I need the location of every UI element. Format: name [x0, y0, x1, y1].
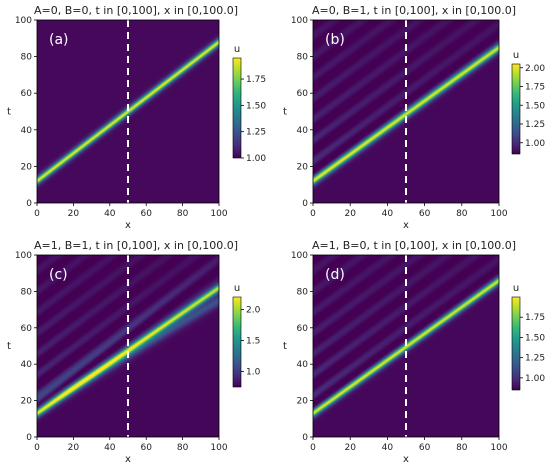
y-tick-label: 20	[21, 397, 33, 407]
x-axis-label: x	[125, 220, 131, 231]
y-tick-label: 100	[15, 251, 32, 261]
colorbar-label: u	[513, 50, 519, 61]
x-tick-label: 80	[177, 209, 189, 219]
y-axis-label: t	[283, 107, 287, 118]
colorbar	[511, 63, 521, 155]
panel-b: A=0, B=1, t in [0,100], x in [0,100.0] (b…	[283, 4, 545, 231]
x-tick-label: 100	[490, 209, 507, 219]
colorbar-tick-label: 1.25	[246, 128, 266, 138]
colorbar-tick-label: 1.25	[525, 120, 545, 130]
x-tick-label: 0	[34, 209, 40, 219]
y-tick-label: 20	[297, 162, 309, 172]
x-tick-label: 60	[140, 209, 152, 219]
x-tick-label: 80	[456, 209, 468, 219]
colorbar-tick-label: 1.0	[246, 367, 261, 377]
colorbar-tick-label: 1.75	[525, 83, 545, 93]
y-axis-label: t	[7, 107, 11, 118]
y-tick-label: 40	[21, 126, 33, 136]
x-tick-label: 100	[210, 209, 227, 219]
y-tick-label: 80	[297, 53, 309, 63]
y-tick-label: 20	[297, 397, 309, 407]
y-tick-label: 0	[302, 433, 308, 443]
x-tick-label: 40	[104, 443, 116, 453]
y-tick-label: 60	[297, 89, 309, 99]
y-tick-label: 40	[297, 360, 309, 370]
x-tick-label: 0	[34, 443, 40, 453]
colorbar-tick-label: 2.00	[525, 64, 545, 74]
colorbar-tick-label: 1.5	[246, 336, 260, 346]
x-tick-label: 20	[344, 443, 356, 453]
colorbar-tick-label: 1.25	[525, 354, 545, 364]
y-tick-label: 0	[26, 433, 32, 443]
colorbar-tick-label: 1.00	[525, 139, 545, 149]
panel-title: A=0, B=1, t in [0,100], x in [0,100.0]	[312, 4, 516, 17]
panel-label: (b)	[325, 32, 345, 48]
colorbar	[232, 57, 242, 159]
x-tick-label: 0	[310, 443, 316, 453]
plot-frame	[312, 19, 500, 204]
y-tick-label: 0	[302, 199, 308, 209]
y-axis-label: t	[283, 341, 287, 352]
y-tick-label: 100	[291, 251, 308, 261]
y-tick-label: 60	[297, 324, 309, 334]
y-tick-label: 40	[21, 360, 33, 370]
x-tick-label: 40	[382, 443, 394, 453]
y-tick-label: 20	[21, 162, 33, 172]
x-tick-label: 40	[382, 209, 394, 219]
x-tick-label: 60	[419, 443, 431, 453]
x-tick-label: 0	[310, 209, 316, 219]
x-tick-label: 20	[68, 443, 80, 453]
y-axis-label: t	[7, 341, 11, 352]
x-tick-label: 60	[419, 209, 431, 219]
colorbar-tick-label: 1.75	[525, 313, 545, 323]
x-tick-label: 20	[344, 209, 356, 219]
panel-d: A=1, B=0, t in [0,100], x in [0,100.0] (d…	[283, 239, 545, 465]
colorbar-tick-label: 1.00	[246, 154, 266, 164]
panel-c: A=1, B=1, t in [0,100], x in [0,100.0] (c…	[7, 239, 261, 465]
colorbar-tick-label: 2.0	[246, 305, 261, 315]
panel-title: A=1, B=0, t in [0,100], x in [0,100.0]	[312, 239, 516, 252]
x-tick-label: 60	[140, 443, 152, 453]
y-tick-label: 60	[21, 89, 33, 99]
colorbar-tick-label: 1.50	[525, 101, 545, 111]
colorbar-tick-label: 1.50	[525, 333, 545, 343]
x-tick-label: 80	[177, 443, 189, 453]
colorbar-tick-label: 1.50	[246, 101, 266, 111]
x-tick-label: 80	[456, 443, 468, 453]
y-tick-label: 80	[297, 287, 309, 297]
panel-label: (c)	[49, 267, 68, 283]
y-tick-label: 0	[26, 199, 32, 209]
x-tick-label: 100	[490, 443, 507, 453]
y-tick-label: 80	[21, 287, 33, 297]
plot-frame	[312, 254, 500, 438]
colorbar	[511, 296, 521, 391]
x-tick-label: 20	[68, 209, 80, 219]
colorbar-label: u	[234, 44, 240, 55]
x-tick-label: 40	[104, 209, 116, 219]
colorbar-label: u	[234, 283, 240, 294]
x-tick-label: 100	[210, 443, 227, 453]
colorbar-label: u	[513, 283, 519, 294]
plot-frame	[36, 254, 220, 438]
x-axis-label: x	[403, 454, 409, 465]
x-axis-label: x	[403, 220, 409, 231]
y-tick-label: 60	[21, 324, 33, 334]
x-axis-label: x	[125, 454, 131, 465]
colorbar	[232, 296, 242, 388]
panel-a: A=0, B=0, t in [0,100], x in [0,100.0] (a…	[7, 4, 266, 231]
panel-title: A=0, B=0, t in [0,100], x in [0,100.0]	[34, 4, 238, 17]
y-tick-label: 80	[21, 53, 33, 63]
y-tick-label: 100	[291, 16, 308, 26]
panel-label: (a)	[49, 32, 69, 48]
y-tick-label: 100	[15, 16, 32, 26]
colorbar-tick-label: 1.75	[246, 75, 266, 85]
plot-frame	[36, 19, 220, 204]
panel-title: A=1, B=1, t in [0,100], x in [0,100.0]	[34, 239, 238, 252]
panel-label: (d)	[325, 267, 345, 283]
colorbar-tick-label: 1.00	[525, 374, 545, 384]
y-tick-label: 40	[297, 126, 309, 136]
